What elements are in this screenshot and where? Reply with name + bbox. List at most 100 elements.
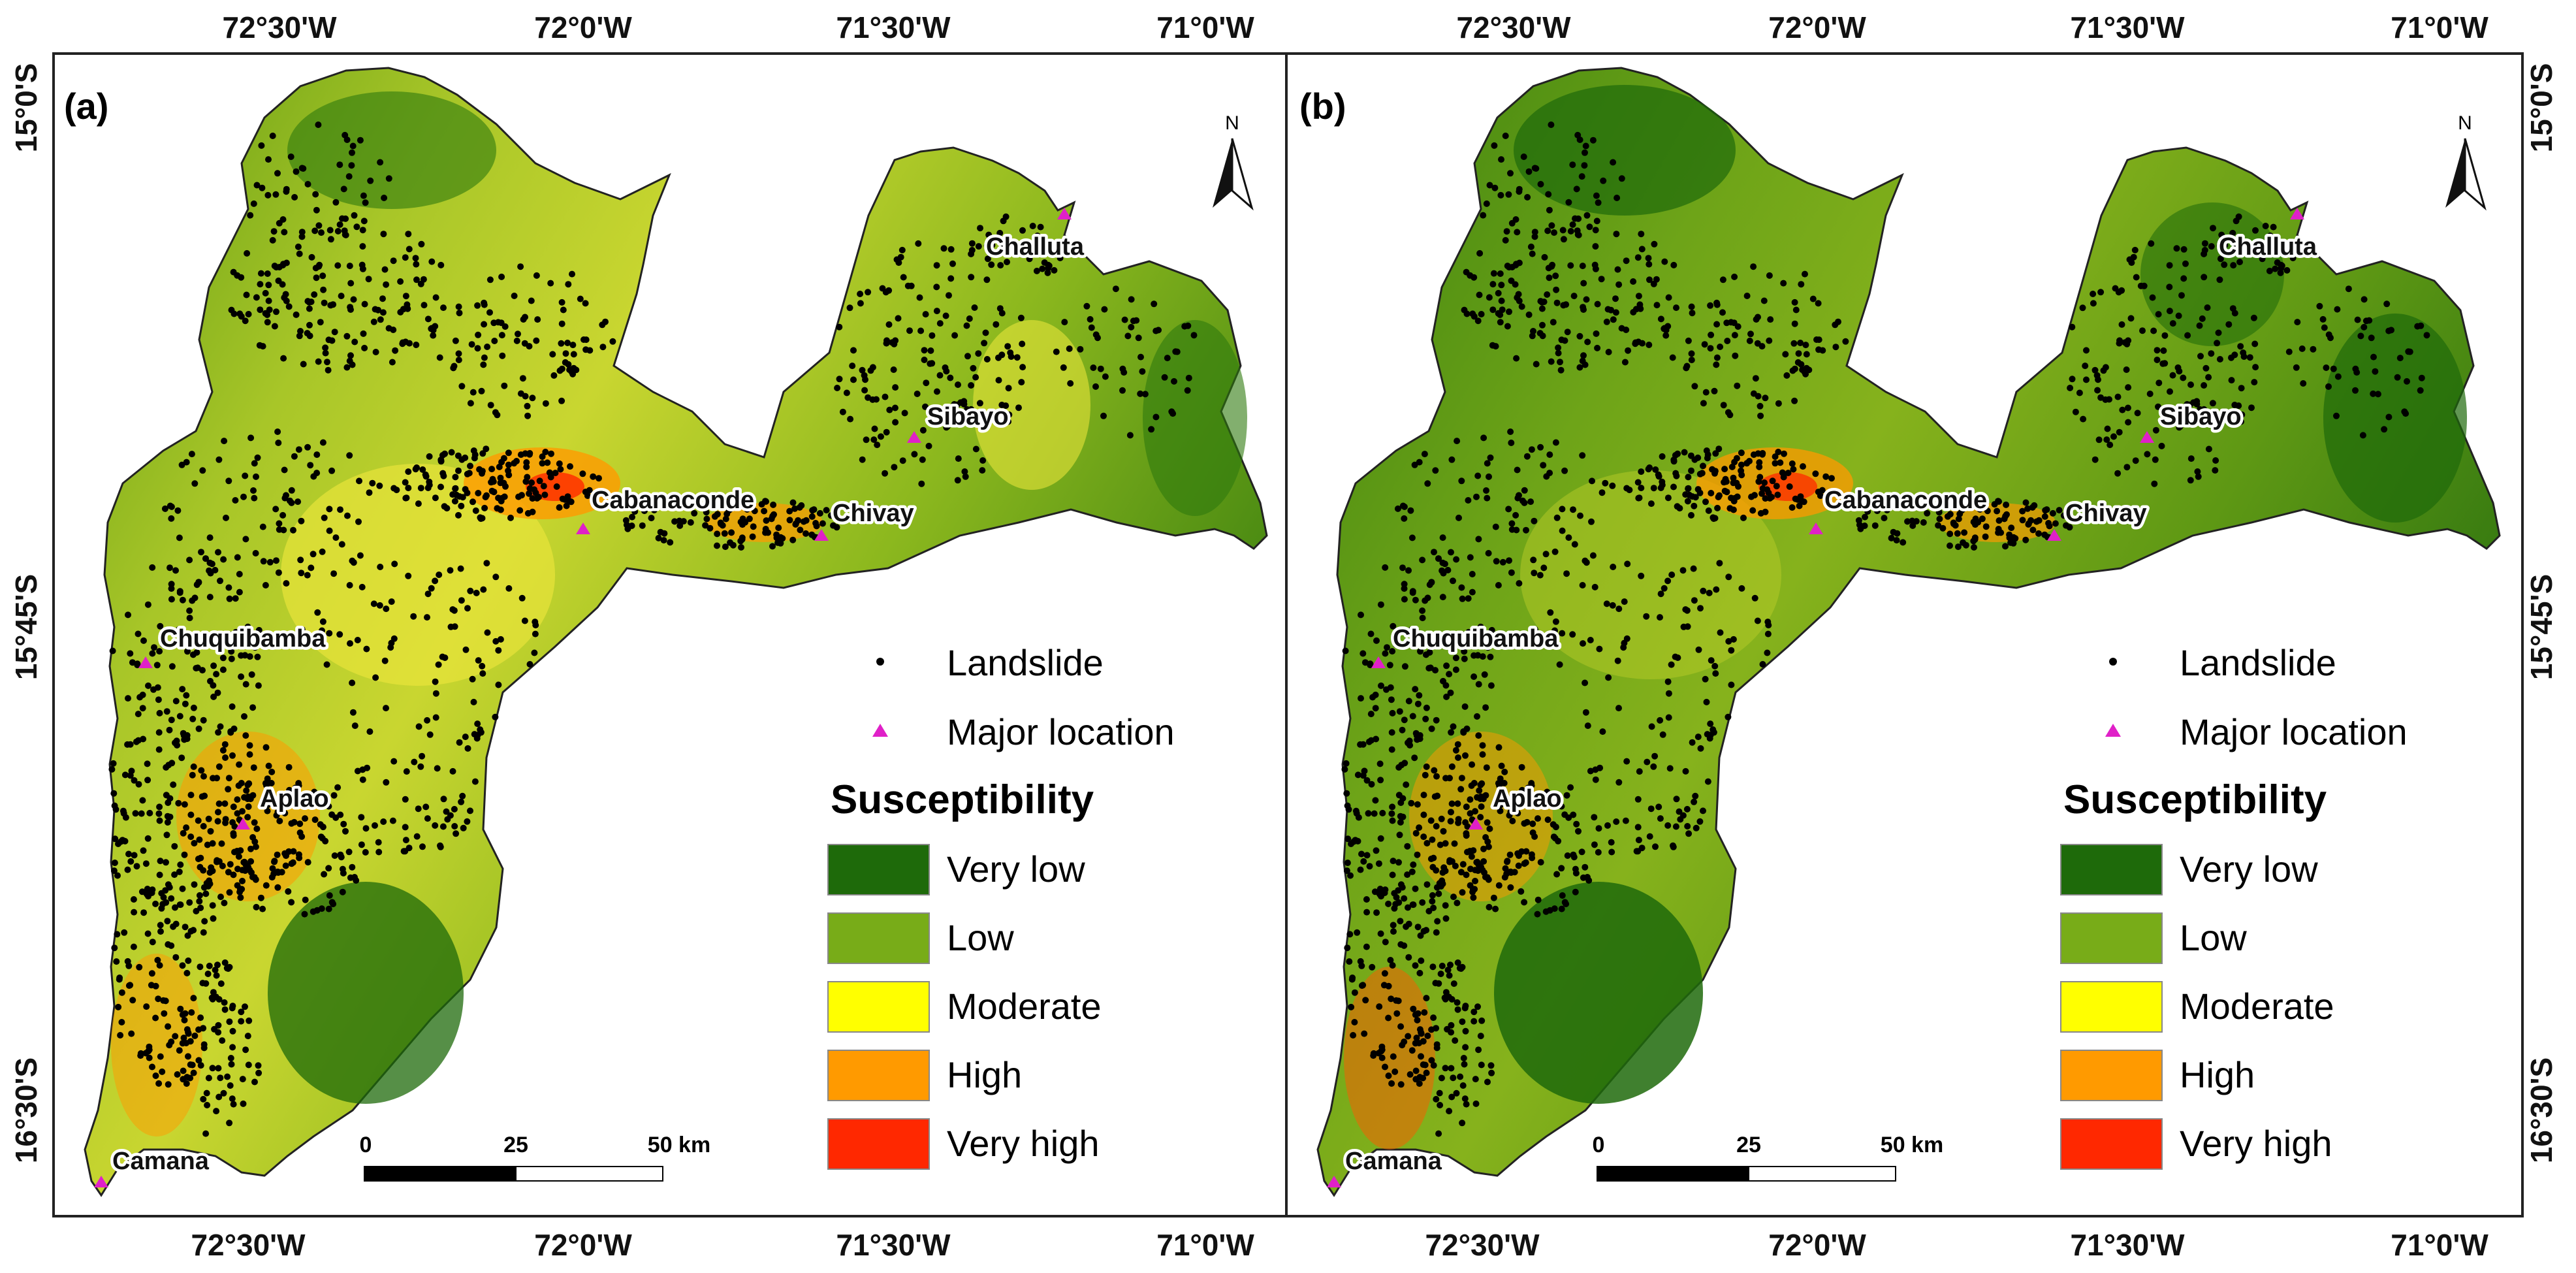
landslide-point	[1094, 334, 1101, 342]
landslide-point	[451, 498, 458, 505]
landslide-point	[156, 803, 163, 811]
landslide-point	[249, 873, 256, 880]
landslide-point	[1702, 675, 1709, 683]
landslide-point	[891, 340, 898, 347]
places-a: Challuta Sibayo Chivay Cabanaconde Chuqu…	[94, 208, 1087, 1187]
landslide-point	[1378, 1054, 1386, 1061]
landslide-point	[1412, 1040, 1419, 1047]
landslide-point	[1365, 810, 1372, 817]
landslide-point	[1371, 888, 1378, 895]
landslide-point	[251, 819, 258, 826]
landslide-point	[789, 499, 797, 506]
landslide-point	[1828, 475, 1835, 482]
landslide-point	[142, 860, 150, 867]
landslide-point	[168, 717, 175, 724]
landslide-point	[228, 648, 235, 655]
landslide-point	[1683, 805, 1691, 813]
landslide-point	[1567, 228, 1574, 234]
landslide-point	[214, 818, 221, 825]
landslide-point	[1484, 1078, 1491, 1086]
landslide-point	[769, 543, 776, 550]
landslide-point	[1592, 227, 1599, 234]
landslide-point	[447, 623, 454, 630]
landslide-point	[2278, 265, 2285, 272]
landslide-point	[933, 262, 940, 269]
landslide-point	[273, 308, 279, 315]
landslide-point	[556, 460, 563, 467]
landslide-point	[1798, 281, 1805, 288]
landslide-point	[213, 972, 220, 979]
landslide-point	[1422, 597, 1429, 604]
landslide-point	[187, 792, 195, 799]
landslide-point	[1712, 670, 1719, 677]
place-label: Chivay	[2065, 500, 2147, 527]
landslide-point	[1559, 892, 1566, 899]
landslide-point	[1137, 390, 1144, 397]
place-label: Camana	[1345, 1148, 1442, 1175]
landslide-point	[1797, 340, 1804, 346]
landslide-point	[1482, 873, 1489, 880]
landslide-point	[254, 454, 261, 461]
landslide-point	[340, 820, 347, 828]
landslide-point	[2218, 231, 2225, 238]
landslide-point	[332, 199, 340, 206]
landslide-point	[1586, 223, 1593, 231]
landslide-point	[1373, 909, 1380, 916]
landslide-point	[1680, 623, 1687, 630]
landslide-point	[206, 594, 214, 601]
landslide-point	[262, 882, 270, 889]
landslide-point	[1431, 767, 1438, 774]
landslide-point	[1389, 817, 1396, 824]
landslide-point	[1508, 569, 1515, 576]
landslide-point	[318, 905, 325, 912]
landslide-point	[195, 632, 202, 639]
landslide-point	[1378, 893, 1384, 900]
landslide-point	[1005, 418, 1011, 425]
landslide-point	[1401, 1039, 1408, 1045]
landslide-point	[2319, 315, 2327, 323]
landslide-point	[1450, 577, 1456, 585]
landslide-point	[265, 282, 272, 289]
landslide-point	[552, 470, 559, 477]
landslide-point	[1688, 467, 1694, 474]
landslide-point	[898, 246, 906, 253]
landslide-point	[2259, 255, 2266, 263]
landslide-point	[464, 745, 471, 752]
landslide-point	[582, 300, 589, 307]
landslide-point	[2083, 347, 2090, 354]
landslide-point	[235, 782, 242, 789]
landslide-point	[708, 494, 716, 502]
landslide-point	[1468, 853, 1475, 860]
landslide-point	[191, 1032, 199, 1039]
landslide-point	[1476, 787, 1483, 794]
landslide-point	[1414, 700, 1422, 707]
landslide-point	[234, 810, 241, 817]
landslide-point	[1746, 458, 1753, 464]
landslide-point	[220, 1089, 227, 1097]
landslide-point	[495, 681, 502, 688]
landslide-point	[1728, 681, 1735, 688]
landslide-point	[961, 468, 968, 475]
landslide-point	[392, 347, 399, 354]
landslide-point	[2237, 343, 2244, 350]
landslide-point	[1674, 654, 1681, 661]
landslide-point	[515, 330, 521, 338]
landslide-point	[680, 518, 687, 525]
landslide-point	[1366, 863, 1373, 870]
landslide-point	[271, 263, 278, 270]
landslide-point	[114, 872, 121, 879]
landslide-point	[488, 479, 495, 486]
lat-tick-label: 15°45'S	[2524, 574, 2558, 680]
landslide-point	[242, 536, 249, 543]
landslide-point	[281, 229, 288, 236]
landslide-point	[1458, 477, 1465, 485]
landslide-point	[1728, 319, 1734, 326]
landslide-point	[2238, 418, 2244, 425]
landslide-point	[197, 1014, 204, 1022]
landslide-point	[1410, 861, 1417, 868]
landslide-point	[467, 807, 473, 814]
landslide-point	[1705, 507, 1712, 514]
landslide-point	[1412, 830, 1420, 837]
landslide-point	[202, 555, 210, 562]
landslide-point	[1420, 792, 1427, 799]
